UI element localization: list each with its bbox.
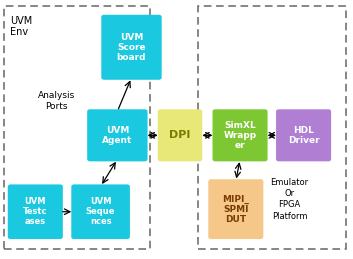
Text: UVM
Agent: UVM Agent [102, 126, 133, 145]
FancyBboxPatch shape [208, 179, 263, 239]
Text: SimXL
Wrapp
er: SimXL Wrapp er [223, 121, 257, 150]
FancyBboxPatch shape [71, 184, 130, 239]
Text: MIPI_
SPMI
DUT: MIPI_ SPMI DUT [222, 195, 249, 224]
Text: Emulator
Or
FPGA
Platform: Emulator Or FPGA Platform [270, 178, 309, 221]
Text: UVM
Env: UVM Env [10, 16, 32, 37]
Text: DPI: DPI [169, 130, 191, 140]
Text: HDL
Driver: HDL Driver [288, 126, 319, 145]
Bar [198, 6, 346, 249]
FancyBboxPatch shape [158, 109, 202, 161]
Text: UVM
Seque
nces: UVM Seque nces [86, 197, 115, 226]
FancyBboxPatch shape [8, 184, 63, 239]
Text: UVM
Testc
ases: UVM Testc ases [23, 197, 48, 226]
FancyBboxPatch shape [213, 109, 268, 161]
FancyBboxPatch shape [276, 109, 331, 161]
Text: Analysis
Ports: Analysis Ports [38, 91, 75, 111]
FancyBboxPatch shape [101, 15, 162, 80]
Bar [4, 6, 150, 249]
FancyBboxPatch shape [87, 109, 148, 161]
Text: UVM
Score
board: UVM Score board [117, 33, 146, 62]
